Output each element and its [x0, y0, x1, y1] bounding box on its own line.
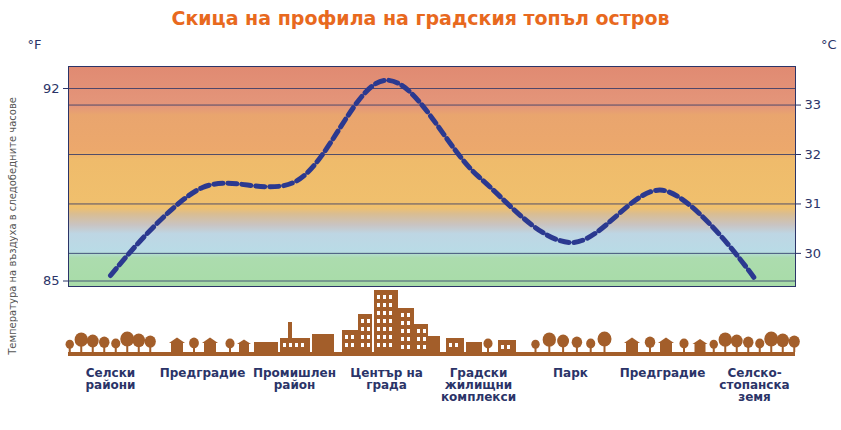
svg-text:Предградие: Предградие	[160, 366, 246, 380]
html-text:Температура на въздуха в следо: Температура на въздуха в следобедните ча…	[6, 97, 18, 355]
svg-text:32: 32	[805, 147, 822, 162]
svg-text:Селско-стопансказемя: Селско-стопансказемя	[719, 366, 789, 404]
svg-text:33: 33	[805, 97, 822, 112]
svg-text:Градскижилищникомплекси: Градскижилищникомплекси	[441, 366, 516, 404]
html-text:Скица на профила на градския т: Скица на профила на градския топъл остро…	[171, 7, 670, 29]
svg-text:°F: °F	[28, 37, 42, 52]
svg-text:92: 92	[43, 81, 60, 96]
svg-text:Предградие: Предградие	[620, 366, 706, 380]
svg-text:Център награда: Център награда	[350, 366, 423, 392]
svg-text:85: 85	[43, 273, 60, 288]
svg-text:Промишленрайон: Промишленрайон	[253, 366, 336, 392]
svg-text:Парк: Парк	[553, 366, 588, 380]
svg-text:°C: °C	[821, 37, 837, 52]
svg-text:30: 30	[805, 246, 822, 261]
svg-text:31: 31	[805, 196, 822, 211]
svg-text:Селскирайони: Селскирайони	[85, 366, 135, 392]
